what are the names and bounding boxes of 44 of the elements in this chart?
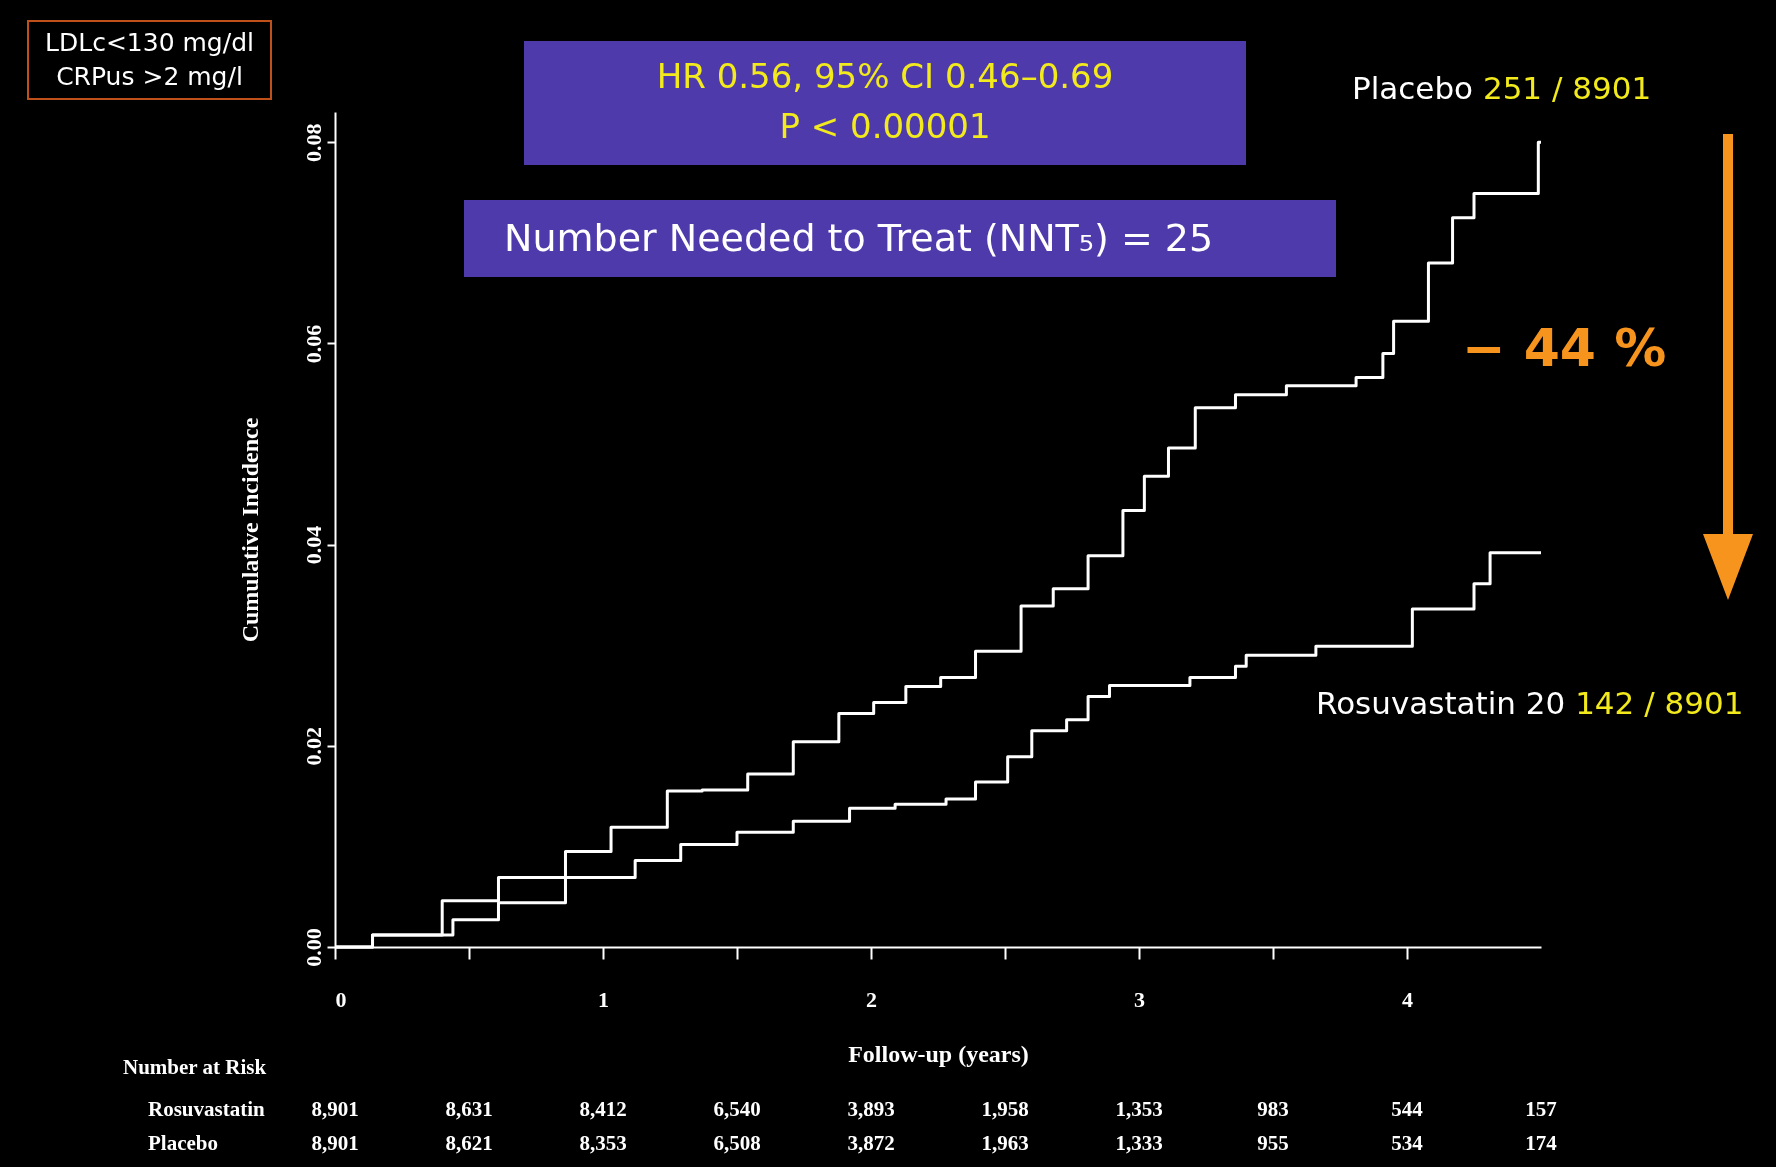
text: 8,412 [579, 1097, 627, 1122]
text: 174 [1525, 1131, 1557, 1156]
y-tick-label: 0.08 [300, 123, 326, 162]
text-panel: HR 0.56, 95% CI 0.46–0.69 P < 0.00001 [524, 41, 1246, 165]
text: Placebo [1352, 70, 1475, 106]
text: 1,353 [1115, 1097, 1163, 1122]
text: 3,872 [847, 1131, 895, 1156]
text: Number at Risk [123, 1055, 267, 1080]
text: Placebo [148, 1131, 218, 1156]
y-tick-label: 0.02 [300, 727, 326, 766]
text: 1,333 [1115, 1131, 1163, 1156]
outlined-panel: LDLc<130 mg/dl CRPus >2 mg/l [27, 20, 272, 100]
text: 251 / 8901 [1482, 70, 1652, 106]
y-axis-title: Cumulative Incidence [236, 417, 263, 643]
annotation: − 44 % [1462, 318, 1667, 378]
text-panel: Number Needed to Treat (NNT₅) = 25 [464, 200, 1336, 277]
text: 534 [1391, 1131, 1423, 1156]
text: 6,508 [713, 1131, 761, 1156]
text: 8,621 [445, 1131, 493, 1156]
text: 1,958 [981, 1097, 1029, 1122]
text: 6,540 [713, 1097, 761, 1122]
text: 8,901 [311, 1131, 359, 1156]
text: 8,353 [579, 1131, 627, 1156]
y-tick-label: 0.00 [300, 928, 326, 967]
x-axis-title: Follow-up (years) [848, 1040, 1029, 1067]
text: 157 [1525, 1097, 1557, 1122]
text: 8,901 [311, 1097, 359, 1122]
y-tick-label: 0.06 [300, 324, 326, 364]
series-label: Rosuvastatin 20 [1316, 685, 1567, 721]
text: 142 / 8901 [1575, 685, 1744, 721]
y-tick-label: 0.04 [300, 525, 326, 565]
x-tick-label: 4 [1402, 986, 1413, 1012]
text: 1,963 [981, 1131, 1029, 1156]
text: 544 [1391, 1097, 1423, 1122]
text: 3,893 [847, 1097, 895, 1122]
x-tick-label: 3 [1134, 986, 1145, 1012]
x-tick-label: 2 [866, 986, 877, 1012]
text: Rosuvastatin [148, 1097, 265, 1122]
x-tick-label: 0 [335, 986, 347, 1012]
text: 983 [1257, 1097, 1289, 1122]
x-tick-label: 1 [598, 986, 609, 1012]
text: 955 [1257, 1131, 1289, 1156]
annotation: P < 0.00001 [778, 105, 992, 148]
text: 8,631 [445, 1097, 493, 1122]
